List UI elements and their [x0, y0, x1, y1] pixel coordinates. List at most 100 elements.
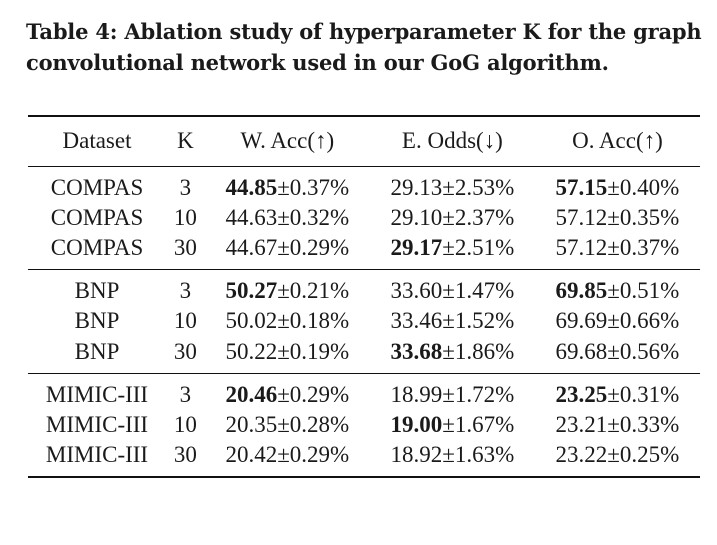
- k-cell: 10: [173, 308, 197, 334]
- o-acc-cell: 57.15±0.40%: [535, 166, 700, 201]
- o-acc-mean: 69.68: [555, 338, 608, 364]
- dataset-cell: BNP: [74, 338, 120, 364]
- w-acc-std: ±0.32%: [277, 204, 350, 230]
- e-odds-mean: 18.92: [390, 442, 443, 467]
- w-acc-mean: 44.85: [225, 174, 278, 200]
- e-odds-std: ±1.72%: [442, 381, 515, 407]
- w-acc-cell: 44.85±0.37%: [205, 166, 370, 201]
- e-odds-cell: 33.60±1.47%: [370, 270, 535, 305]
- w-acc-std: ±0.29%: [277, 442, 350, 467]
- w-acc-mean: 50.02: [225, 308, 278, 334]
- e-odds-mean: 19.00: [390, 411, 443, 437]
- o-acc-std: ±0.40%: [607, 174, 680, 200]
- dataset-cell: MIMIC-III: [45, 442, 149, 467]
- e-odds-cell: 29.10±2.37%: [370, 201, 535, 236]
- o-acc-std: ±0.35%: [607, 204, 680, 230]
- o-acc-std: ±0.31%: [607, 381, 680, 407]
- o-acc-mean: 57.12: [555, 204, 608, 230]
- w-acc-mean: 20.35: [225, 411, 278, 437]
- o-acc-mean: 23.25: [555, 381, 608, 407]
- e-odds-cell: 18.99±1.72%: [370, 373, 535, 408]
- e-odds-std: ±1.67%: [442, 411, 515, 437]
- w-acc-cell: 44.67±0.29%: [205, 235, 370, 270]
- dataset-cell: COMPAS: [50, 235, 144, 260]
- table-row: BNP 30 50.22±0.19% 33.68±1.86% 69.68±0.5…: [28, 339, 700, 374]
- e-odds-mean: 33.46: [390, 308, 443, 334]
- e-odds-std: ±1.63%: [442, 442, 515, 467]
- o-acc-cell: 23.25±0.31%: [535, 373, 700, 408]
- w-acc-cell: 50.02±0.18%: [205, 304, 370, 339]
- o-acc-cell: 23.22±0.25%: [535, 442, 700, 477]
- w-acc-mean: 20.46: [225, 381, 278, 407]
- o-acc-std: ±0.56%: [607, 338, 680, 364]
- w-acc-mean: 44.63: [225, 204, 278, 230]
- e-odds-cell: 19.00±1.67%: [370, 408, 535, 443]
- w-acc-std: ±0.18%: [277, 308, 350, 334]
- w-acc-std: ±0.29%: [277, 381, 350, 407]
- w-acc-cell: 44.63±0.32%: [205, 201, 370, 236]
- table-row: MIMIC-III 10 20.35±0.28% 19.00±1.67% 23.…: [28, 408, 700, 443]
- table-row: COMPAS 10 44.63±0.32% 29.10±2.37% 57.12±…: [28, 201, 700, 236]
- w-acc-mean: 50.27: [225, 278, 278, 303]
- e-odds-std: ±2.51%: [442, 235, 515, 260]
- o-acc-mean: 69.85: [555, 278, 608, 303]
- e-odds-mean: 29.13: [390, 174, 443, 200]
- header-row: Dataset K W. Acc(↑) E. Odds(↓) O. Acc(↑): [28, 116, 700, 166]
- e-odds-std: ±1.47%: [442, 278, 515, 303]
- table-row: MIMIC-III 3 20.46±0.29% 18.99±1.72% 23.2…: [28, 373, 700, 408]
- o-acc-mean: 23.21: [555, 411, 608, 437]
- w-acc-std: ±0.29%: [277, 235, 350, 260]
- k-cell: 30: [173, 235, 197, 260]
- e-odds-std: ±1.86%: [442, 338, 515, 364]
- o-acc-cell: 69.69±0.66%: [535, 304, 700, 339]
- table-row: COMPAS 3 44.85±0.37% 29.13±2.53% 57.15±0…: [28, 166, 700, 201]
- w-acc-mean: 44.67: [225, 235, 278, 260]
- dataset-cell: COMPAS: [50, 174, 144, 200]
- w-acc-cell: 20.46±0.29%: [205, 373, 370, 408]
- k-cell: 30: [173, 442, 197, 467]
- o-acc-mean: 57.15: [555, 174, 608, 200]
- o-acc-std: ±0.33%: [607, 411, 680, 437]
- e-odds-std: ±1.52%: [442, 308, 515, 334]
- e-odds-cell: 29.17±2.51%: [370, 235, 535, 270]
- w-acc-std: ±0.21%: [277, 278, 350, 303]
- e-odds-std: ±2.53%: [442, 174, 515, 200]
- w-acc-cell: 20.42±0.29%: [205, 442, 370, 477]
- table-header: Dataset K W. Acc(↑) E. Odds(↓) O. Acc(↑): [28, 116, 700, 166]
- o-acc-std: ±0.25%: [607, 442, 680, 467]
- w-acc-cell: 50.22±0.19%: [205, 339, 370, 374]
- k-cell: 10: [173, 204, 197, 230]
- e-odds-cell: 33.68±1.86%: [370, 339, 535, 374]
- e-odds-cell: 29.13±2.53%: [370, 166, 535, 201]
- o-acc-cell: 69.68±0.56%: [535, 339, 700, 374]
- w-acc-std: ±0.19%: [277, 338, 350, 364]
- o-acc-mean: 23.22: [555, 442, 608, 467]
- w-acc-mean: 20.42: [225, 442, 278, 467]
- header-dataset: Dataset: [62, 128, 132, 154]
- header-k: K: [177, 128, 194, 154]
- e-odds-std: ±2.37%: [442, 204, 515, 230]
- o-acc-cell: 57.12±0.37%: [535, 235, 700, 270]
- group-mimic-iii: MIMIC-III 3 20.46±0.29% 18.99±1.72% 23.2…: [28, 373, 700, 477]
- group-compas: COMPAS 3 44.85±0.37% 29.13±2.53% 57.15±0…: [28, 166, 700, 270]
- dataset-cell: BNP: [74, 278, 120, 303]
- e-odds-cell: 33.46±1.52%: [370, 304, 535, 339]
- group-bnp: BNP 3 50.27±0.21% 33.60±1.47% 69.85±0.51…: [28, 269, 700, 374]
- ablation-table: Dataset K W. Acc(↑) E. Odds(↓) O. Acc(↑)…: [28, 115, 700, 478]
- o-acc-std: ±0.51%: [607, 278, 680, 303]
- e-odds-mean: 18.99: [390, 381, 443, 407]
- e-odds-mean: 29.17: [390, 235, 443, 260]
- k-cell: 3: [179, 174, 192, 200]
- table-row: BNP 3 50.27±0.21% 33.60±1.47% 69.85±0.51…: [28, 270, 700, 305]
- k-cell: 30: [173, 338, 197, 364]
- o-acc-mean: 69.69: [555, 308, 608, 334]
- w-acc-std: ±0.37%: [277, 174, 350, 200]
- table-row: MIMIC-III 30 20.42±0.29% 18.92±1.63% 23.…: [28, 442, 700, 477]
- w-acc-std: ±0.28%: [277, 411, 350, 437]
- w-acc-cell: 50.27±0.21%: [205, 270, 370, 305]
- header-o-acc: O. Acc(↑): [572, 128, 663, 154]
- k-cell: 3: [179, 278, 192, 303]
- w-acc-mean: 50.22: [225, 338, 278, 364]
- o-acc-std: ±0.66%: [607, 308, 680, 334]
- table-row: BNP 10 50.02±0.18% 33.46±1.52% 69.69±0.6…: [28, 304, 700, 339]
